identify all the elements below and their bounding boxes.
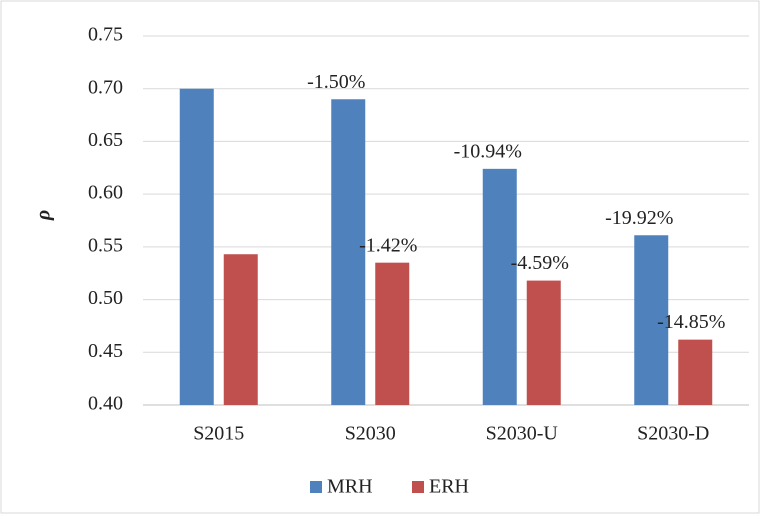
bar [526,280,561,405]
annotation: -1.50% [307,71,365,93]
x-tick-label: S2030 [345,423,396,445]
bar [179,88,214,405]
annotation: -10.94% [454,140,522,162]
bar [331,99,366,405]
bar [482,168,517,405]
y-tick-label: 0.55 [88,234,123,256]
bar [678,339,713,405]
y-tick-label: 0.65 [88,129,123,151]
bar [634,235,669,405]
x-tick-label: S2015 [193,423,244,445]
legend-swatch [412,481,424,493]
y-tick-label: 0.70 [88,76,123,98]
x-tick-label: S2030-D [637,423,709,445]
y-tick-label: 0.45 [88,340,123,362]
y-tick-label: 0.40 [88,393,123,415]
legend-label: ERH [429,476,469,498]
y-axis-label: ρ [33,210,55,221]
bar [223,254,258,405]
x-tick-label: S2030-U [486,423,559,445]
annotation: -4.59% [511,252,569,274]
bar [375,262,410,405]
annotation: -1.42% [359,234,417,256]
y-tick-label: 0.60 [88,182,123,204]
legend-swatch [310,481,322,493]
y-tick-label: 0.50 [88,287,123,309]
legend-label: MRH [327,476,373,498]
y-tick-label: 0.75 [88,24,123,46]
annotation: -19.92% [605,207,673,229]
annotation: -14.85% [657,311,725,333]
